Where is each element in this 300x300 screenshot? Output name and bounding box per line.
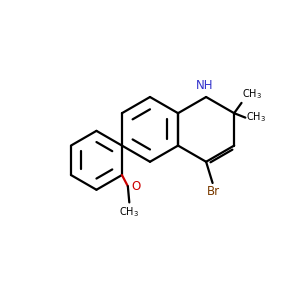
Text: NH: NH [196, 79, 213, 92]
Text: CH$_3$: CH$_3$ [242, 87, 262, 101]
Text: Br: Br [207, 185, 220, 198]
Text: CH$_3$: CH$_3$ [246, 110, 266, 124]
Text: O: O [131, 180, 141, 193]
Text: CH$_3$: CH$_3$ [119, 206, 139, 219]
